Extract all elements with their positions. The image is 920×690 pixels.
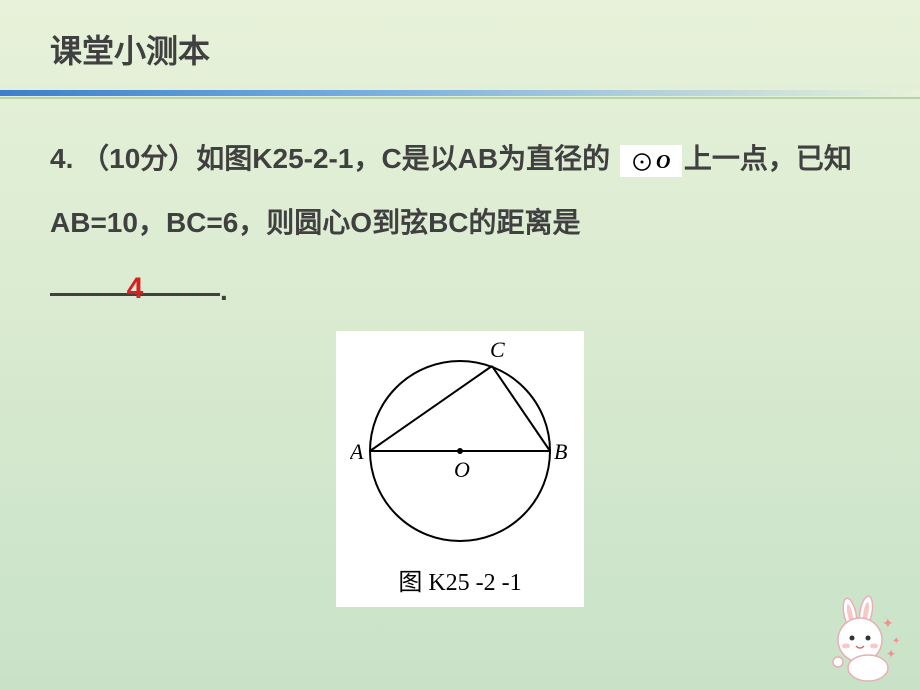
label-o: O — [454, 457, 470, 482]
circle-o-label: O — [656, 151, 670, 173]
figure-container: A B C O 图 K25 -2 -1 — [0, 331, 920, 607]
label-c: C — [490, 339, 505, 362]
question-content: 4. （10分）如图K25-2-1，C是以AB为直径的 O 上一点，已知AB=1… — [0, 99, 920, 323]
answer-value: 4 — [127, 272, 144, 305]
svg-text:✦: ✦ — [882, 615, 894, 631]
bunny-decoration: ✦ ✦ ✦ — [820, 592, 910, 682]
question-points: （10分） — [81, 143, 196, 174]
label-b: B — [554, 439, 567, 464]
page-title: 课堂小测本 — [50, 26, 920, 72]
figure-caption: 图 K25 -2 -1 — [350, 562, 570, 597]
question-number: 4. — [50, 143, 81, 174]
question-text-1: 如图K25-2-1，C是以AB为直径的 — [196, 143, 610, 174]
circle-o-symbol: O — [620, 145, 682, 177]
geometry-diagram: A B C O — [350, 339, 570, 551]
figure-box: A B C O 图 K25 -2 -1 — [336, 331, 584, 607]
label-a: A — [350, 439, 364, 464]
question-period: . — [220, 275, 228, 306]
slide-header: 课堂小测本 — [0, 0, 920, 72]
center-point — [457, 448, 463, 454]
answer-blank: 4 — [50, 256, 220, 296]
svg-text:✦: ✦ — [892, 636, 900, 647]
header-divider — [0, 90, 920, 96]
svg-text:✦: ✦ — [886, 647, 896, 661]
